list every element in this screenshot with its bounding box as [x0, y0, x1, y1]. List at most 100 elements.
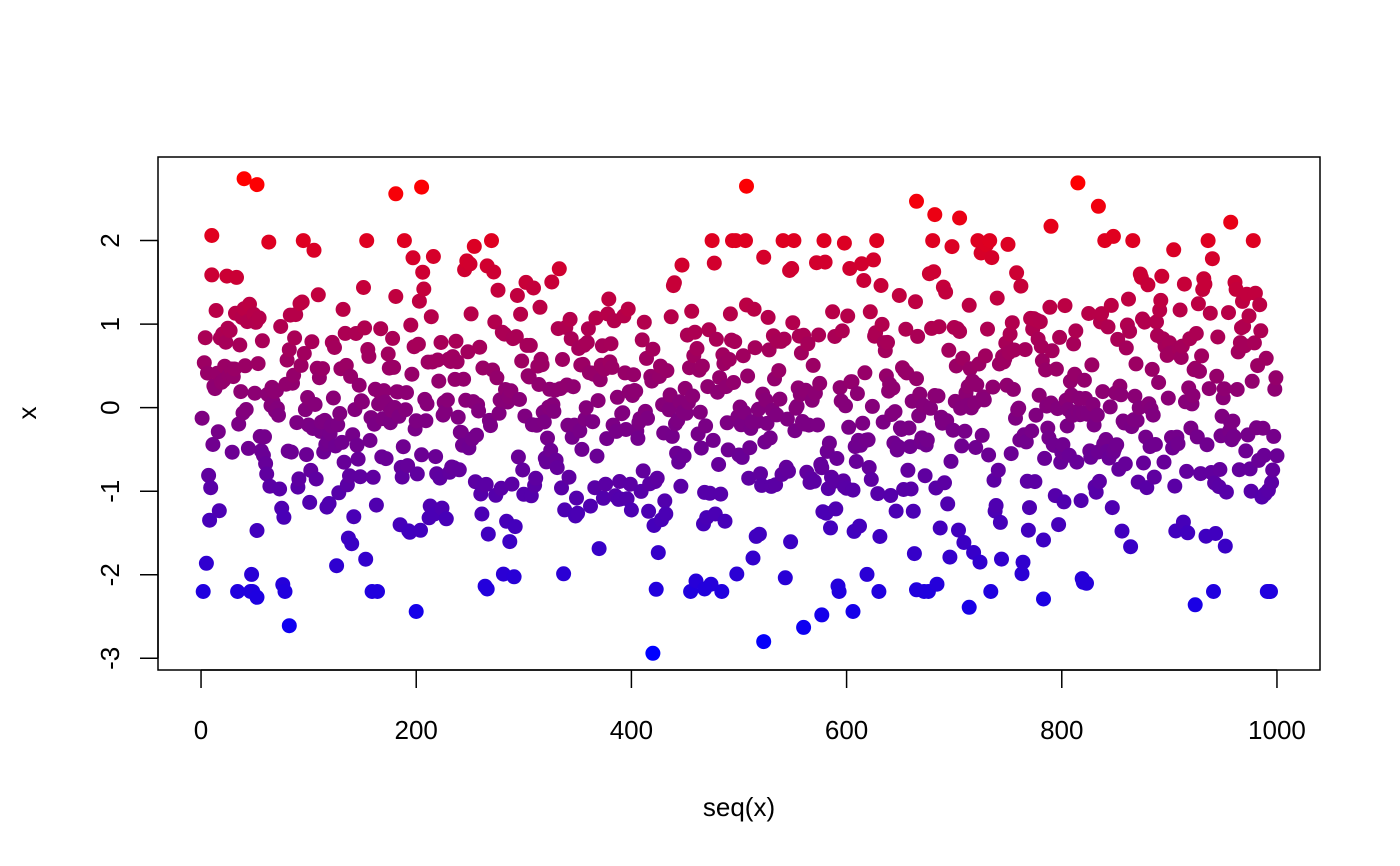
- data-point: [1166, 242, 1182, 258]
- data-point: [1153, 292, 1169, 308]
- data-point: [449, 354, 465, 370]
- y-tick-label: 1: [95, 317, 125, 331]
- data-point: [1070, 175, 1086, 191]
- data-point: [702, 485, 718, 501]
- data-point: [272, 481, 288, 497]
- data-point: [438, 511, 454, 527]
- data-point: [1036, 532, 1051, 548]
- data-point: [676, 448, 692, 464]
- data-point: [528, 470, 544, 486]
- data-point: [746, 301, 762, 317]
- data-point: [1103, 297, 1119, 313]
- data-point: [952, 210, 968, 226]
- data-point: [1253, 323, 1269, 339]
- data-point: [903, 481, 919, 497]
- data-point: [1221, 305, 1236, 321]
- data-point: [1015, 554, 1031, 570]
- data-point: [838, 398, 853, 414]
- data-point: [741, 470, 757, 486]
- data-point: [684, 303, 700, 319]
- data-point: [238, 402, 254, 417]
- data-point: [1208, 526, 1224, 541]
- data-point: [1266, 428, 1282, 444]
- data-point: [299, 447, 314, 463]
- data-point: [622, 476, 638, 492]
- data-point: [1176, 276, 1192, 292]
- y-tick-label: -3: [95, 647, 125, 670]
- data-point: [502, 534, 518, 550]
- data-point: [474, 506, 490, 522]
- data-point: [1000, 236, 1016, 252]
- data-point: [544, 274, 560, 290]
- data-point: [448, 333, 464, 349]
- data-point: [376, 383, 392, 399]
- data-point: [972, 554, 988, 570]
- data-point: [845, 604, 861, 619]
- data-point: [210, 424, 226, 440]
- data-point: [628, 383, 644, 399]
- data-point: [595, 490, 611, 506]
- data-point: [510, 449, 526, 465]
- data-point: [661, 402, 677, 418]
- data-point: [373, 321, 389, 337]
- data-point: [409, 466, 425, 482]
- data-point: [380, 346, 396, 362]
- data-point: [1017, 342, 1033, 358]
- data-point: [1051, 517, 1067, 533]
- data-point: [357, 320, 373, 336]
- data-point: [674, 257, 690, 273]
- data-point: [335, 301, 351, 317]
- data-point: [233, 384, 249, 400]
- data-point: [329, 558, 345, 574]
- data-point: [195, 584, 211, 599]
- data-point: [1245, 233, 1261, 249]
- data-point: [251, 310, 267, 326]
- data-point: [1011, 400, 1027, 416]
- data-point: [615, 405, 631, 421]
- data-point: [641, 503, 657, 519]
- data-point: [937, 475, 952, 491]
- data-point: [1117, 456, 1133, 472]
- data-point: [1206, 584, 1221, 599]
- data-point: [1089, 407, 1105, 423]
- data-point: [578, 400, 594, 416]
- data-point: [771, 363, 787, 379]
- data-point: [952, 324, 968, 339]
- data-point: [408, 604, 424, 619]
- data-point: [1003, 446, 1019, 462]
- data-point: [706, 255, 722, 271]
- data-point: [232, 337, 248, 353]
- data-point: [588, 310, 604, 326]
- data-point: [657, 493, 673, 509]
- data-point: [202, 512, 218, 528]
- data-point: [1151, 375, 1167, 390]
- data-point: [705, 432, 721, 448]
- data-point: [1068, 323, 1084, 339]
- data-point: [983, 584, 999, 599]
- data-point: [800, 336, 816, 352]
- data-point: [942, 549, 958, 565]
- data-point: [650, 545, 666, 561]
- data-point: [1209, 368, 1225, 384]
- data-point: [871, 584, 887, 599]
- data-point: [403, 317, 419, 333]
- data-point: [230, 584, 246, 599]
- data-point: [981, 447, 997, 463]
- data-point: [254, 333, 270, 349]
- data-point: [859, 566, 875, 582]
- data-point: [1269, 448, 1285, 464]
- y-tick-label: 0: [95, 400, 125, 414]
- data-point: [738, 233, 753, 249]
- data-point: [772, 391, 788, 407]
- data-point: [864, 398, 880, 414]
- data-point: [562, 311, 578, 327]
- data-point: [554, 480, 569, 496]
- data-point: [1199, 437, 1215, 453]
- data-point: [663, 309, 679, 325]
- y-tick-label: 2: [95, 233, 125, 247]
- data-point: [1109, 437, 1125, 453]
- data-point: [453, 425, 469, 440]
- data-point: [218, 334, 234, 350]
- data-point: [729, 566, 745, 582]
- data-point: [866, 252, 881, 268]
